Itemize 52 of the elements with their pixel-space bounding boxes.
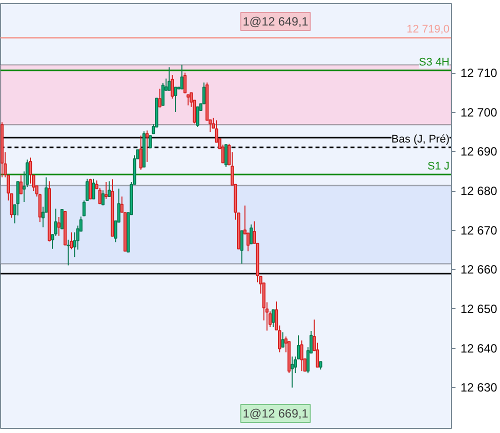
ref-line-label: 12 719,0 [406, 24, 450, 36]
candlestick [139, 135, 142, 170]
candlestick [246, 232, 250, 252]
candlestick [272, 309, 275, 328]
candlestick [98, 187, 102, 204]
candlestick [88, 178, 92, 200]
y-tick-label: 12 710 [460, 66, 498, 80]
candlestick [250, 224, 253, 244]
candlestick [16, 181, 20, 216]
y-tick-label: 12 700 [460, 105, 498, 120]
candlestick [54, 208, 58, 236]
candlestick [196, 106, 200, 128]
ref-line-label: Bas (J, Pré) [391, 133, 450, 146]
candlestick [180, 64, 184, 90]
candlestick [28, 157, 32, 184]
candlestick [104, 181, 108, 200]
candlestick [186, 94, 190, 106]
candlestick [161, 82, 165, 106]
y-tick-label: 12 630 [460, 380, 498, 395]
candlestick [57, 216, 60, 236]
ref-line-label: S3 4H [418, 56, 450, 68]
candlestick [183, 72, 187, 94]
candlestick [170, 74, 174, 100]
candlestick [60, 209, 64, 230]
annotation: 1@12 649,1 [242, 14, 309, 28]
candlestick [148, 135, 152, 148]
y-tick-label: 12 690 [460, 144, 498, 159]
candlestick [240, 230, 244, 264]
candlestick [224, 144, 228, 168]
candlestick [101, 190, 105, 206]
candlestick [290, 356, 294, 388]
y-tick-label: 12 640 [460, 341, 498, 356]
candlestick [70, 232, 74, 250]
candlestick [108, 180, 111, 198]
candlestick [66, 239, 70, 266]
candlestick [92, 178, 96, 200]
candlestick [281, 332, 284, 348]
candlestick [212, 117, 215, 129]
candlestick [10, 193, 14, 218]
ref-line-label: S1 J [427, 160, 450, 173]
candlestick [19, 174, 23, 194]
candlestick [168, 66, 171, 91]
annotation: 1@12 669,1 [242, 406, 309, 420]
y-tick-label: 12 650 [460, 302, 498, 316]
candlestick [146, 130, 149, 162]
candlestick [300, 340, 304, 372]
y-tick-label: 12 660 [460, 262, 498, 277]
y-tick-label: 12 680 [460, 184, 498, 198]
candlestick [86, 178, 89, 201]
candlestick [174, 86, 178, 113]
candlestick [158, 88, 162, 108]
y-tick-label: 12 670 [460, 223, 498, 238]
